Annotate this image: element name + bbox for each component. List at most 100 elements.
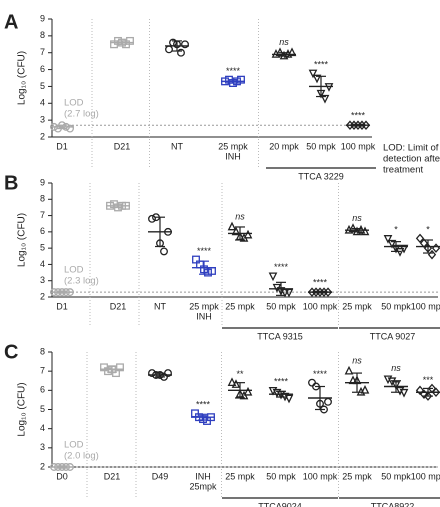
point (419, 238, 429, 249)
point (169, 38, 177, 47)
lod-label: (2.3 log) (64, 276, 99, 287)
point (387, 239, 397, 249)
y-axis-label: Log₁₀ (CFU) (17, 51, 28, 105)
point (431, 387, 440, 398)
point (308, 69, 318, 79)
y-tick-label: 8 (40, 30, 45, 40)
point (106, 201, 114, 210)
note: detection after (383, 154, 440, 165)
y-tick-label: 2 (40, 461, 45, 471)
point (207, 413, 215, 422)
point (324, 83, 334, 92)
point (156, 371, 164, 379)
point (356, 224, 366, 234)
x-tick-label: 25 mpk (225, 301, 255, 311)
x-tick-label: 25 mpk (189, 301, 219, 311)
significance: **** (314, 59, 329, 69)
y-tick-label: 4 (40, 259, 45, 269)
x-tick-label: D49 (152, 471, 169, 481)
point (383, 235, 393, 244)
point (348, 223, 358, 232)
note: treatment (383, 165, 423, 176)
x-tick-label: 25 mpk (225, 471, 255, 481)
y-tick-label: 6 (40, 64, 45, 74)
point (50, 463, 58, 471)
point (58, 288, 66, 297)
point (66, 463, 74, 471)
point (118, 201, 126, 210)
point (316, 89, 326, 99)
point (235, 388, 245, 398)
point (419, 389, 429, 399)
significance: **** (274, 262, 289, 272)
point (204, 268, 212, 277)
point (160, 247, 168, 256)
point (231, 226, 241, 236)
x-tick-label: D0 (56, 471, 68, 481)
point (208, 266, 216, 275)
y-tick-label: 5 (40, 81, 45, 91)
y-tick-label: 3 (40, 275, 45, 285)
x-tick-label: D1 (56, 301, 68, 311)
point (275, 47, 285, 57)
lod-label: LOD (64, 440, 84, 451)
point (114, 36, 122, 45)
x-tick-label: 100 mpk (411, 471, 440, 481)
point (227, 377, 237, 387)
group-label: TTCA 9027 (370, 331, 416, 341)
note: LOD: Limit of (383, 143, 439, 154)
point (156, 239, 164, 248)
y-tick-label: 9 (40, 177, 45, 187)
point (112, 369, 120, 378)
significance: * (426, 225, 430, 235)
significance: ns (391, 363, 401, 373)
x-tick-label: INH (225, 151, 241, 161)
point (284, 288, 294, 298)
point (62, 122, 70, 131)
point (50, 288, 58, 297)
group-label: TTCA9024 (258, 501, 302, 507)
point (181, 40, 189, 49)
x-tick-label: INH (195, 471, 211, 481)
y-tick-label: 3 (40, 442, 45, 452)
x-tick-label: 25 mpk (218, 141, 248, 151)
y-tick-label: 2 (40, 291, 45, 301)
point (399, 244, 409, 254)
panel-letter: C (4, 341, 18, 363)
significance: ns (279, 37, 289, 47)
significance: ns (352, 213, 362, 223)
point (320, 405, 328, 414)
point (152, 371, 160, 379)
point (316, 399, 324, 408)
x-tick-label: 25 mpk (342, 471, 372, 481)
x-tick-label: 100 mpk (303, 471, 338, 481)
point (284, 394, 294, 404)
point (235, 231, 245, 241)
point (229, 79, 237, 88)
x-tick-label: 100 mpk (303, 301, 338, 311)
point (165, 45, 173, 54)
point (66, 288, 74, 297)
significance: **** (313, 278, 328, 288)
y-tick-label: 6 (40, 385, 45, 395)
x-tick-label: 50 mpk (381, 471, 411, 481)
y-tick-label: 5 (40, 243, 45, 253)
point (177, 48, 185, 57)
lod-label: (2.7 log) (64, 109, 99, 120)
point (118, 38, 126, 47)
point (54, 288, 62, 297)
y-tick-label: 4 (40, 423, 45, 433)
point (148, 214, 156, 223)
point (50, 122, 58, 131)
y-tick-label: 7 (40, 210, 45, 220)
x-tick-label: D21 (110, 301, 127, 311)
point (227, 221, 237, 231)
y-tick-label: 8 (40, 346, 45, 356)
point (423, 243, 433, 253)
point (195, 413, 203, 422)
significance: **** (196, 400, 211, 410)
x-tick-label: 50 mpk (266, 301, 296, 311)
significance: **** (226, 66, 241, 76)
point (233, 77, 241, 86)
x-tick-label: INH (196, 311, 212, 321)
